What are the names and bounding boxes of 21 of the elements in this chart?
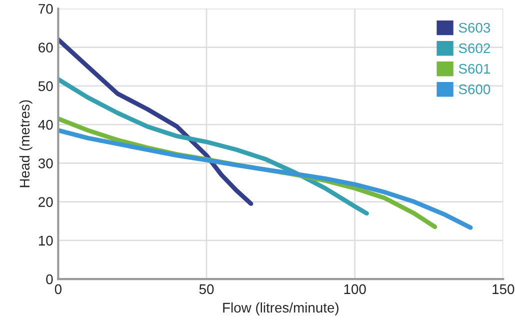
legend-label: S600: [458, 84, 490, 94]
legend-label: S601: [458, 64, 490, 74]
x-axis-title: Flow (litres/minute): [223, 302, 338, 316]
line-series: [58, 37, 254, 206]
y-tick-label: 10: [38, 236, 53, 246]
legend-label: S603: [458, 22, 490, 33]
y-tick-label: 20: [38, 197, 53, 207]
y-tick-label: 70: [38, 4, 53, 14]
y-axis-title: Head (metres): [19, 100, 32, 188]
legend-label: S602: [458, 43, 490, 54]
line-series: [58, 128, 473, 230]
x-tick-label: 150: [492, 284, 514, 294]
y-tick-label: 40: [38, 120, 53, 130]
x-tick-label: 50: [199, 284, 214, 294]
y-tick-label: 30: [38, 158, 53, 168]
x-tick-label: 100: [344, 284, 366, 294]
y-tick-label: 50: [38, 81, 53, 92]
y-tick-label: 60: [38, 42, 53, 52]
line-series: [58, 77, 369, 216]
x-tick-label: 0: [54, 284, 62, 294]
y-tick-label: 0: [46, 274, 53, 284]
